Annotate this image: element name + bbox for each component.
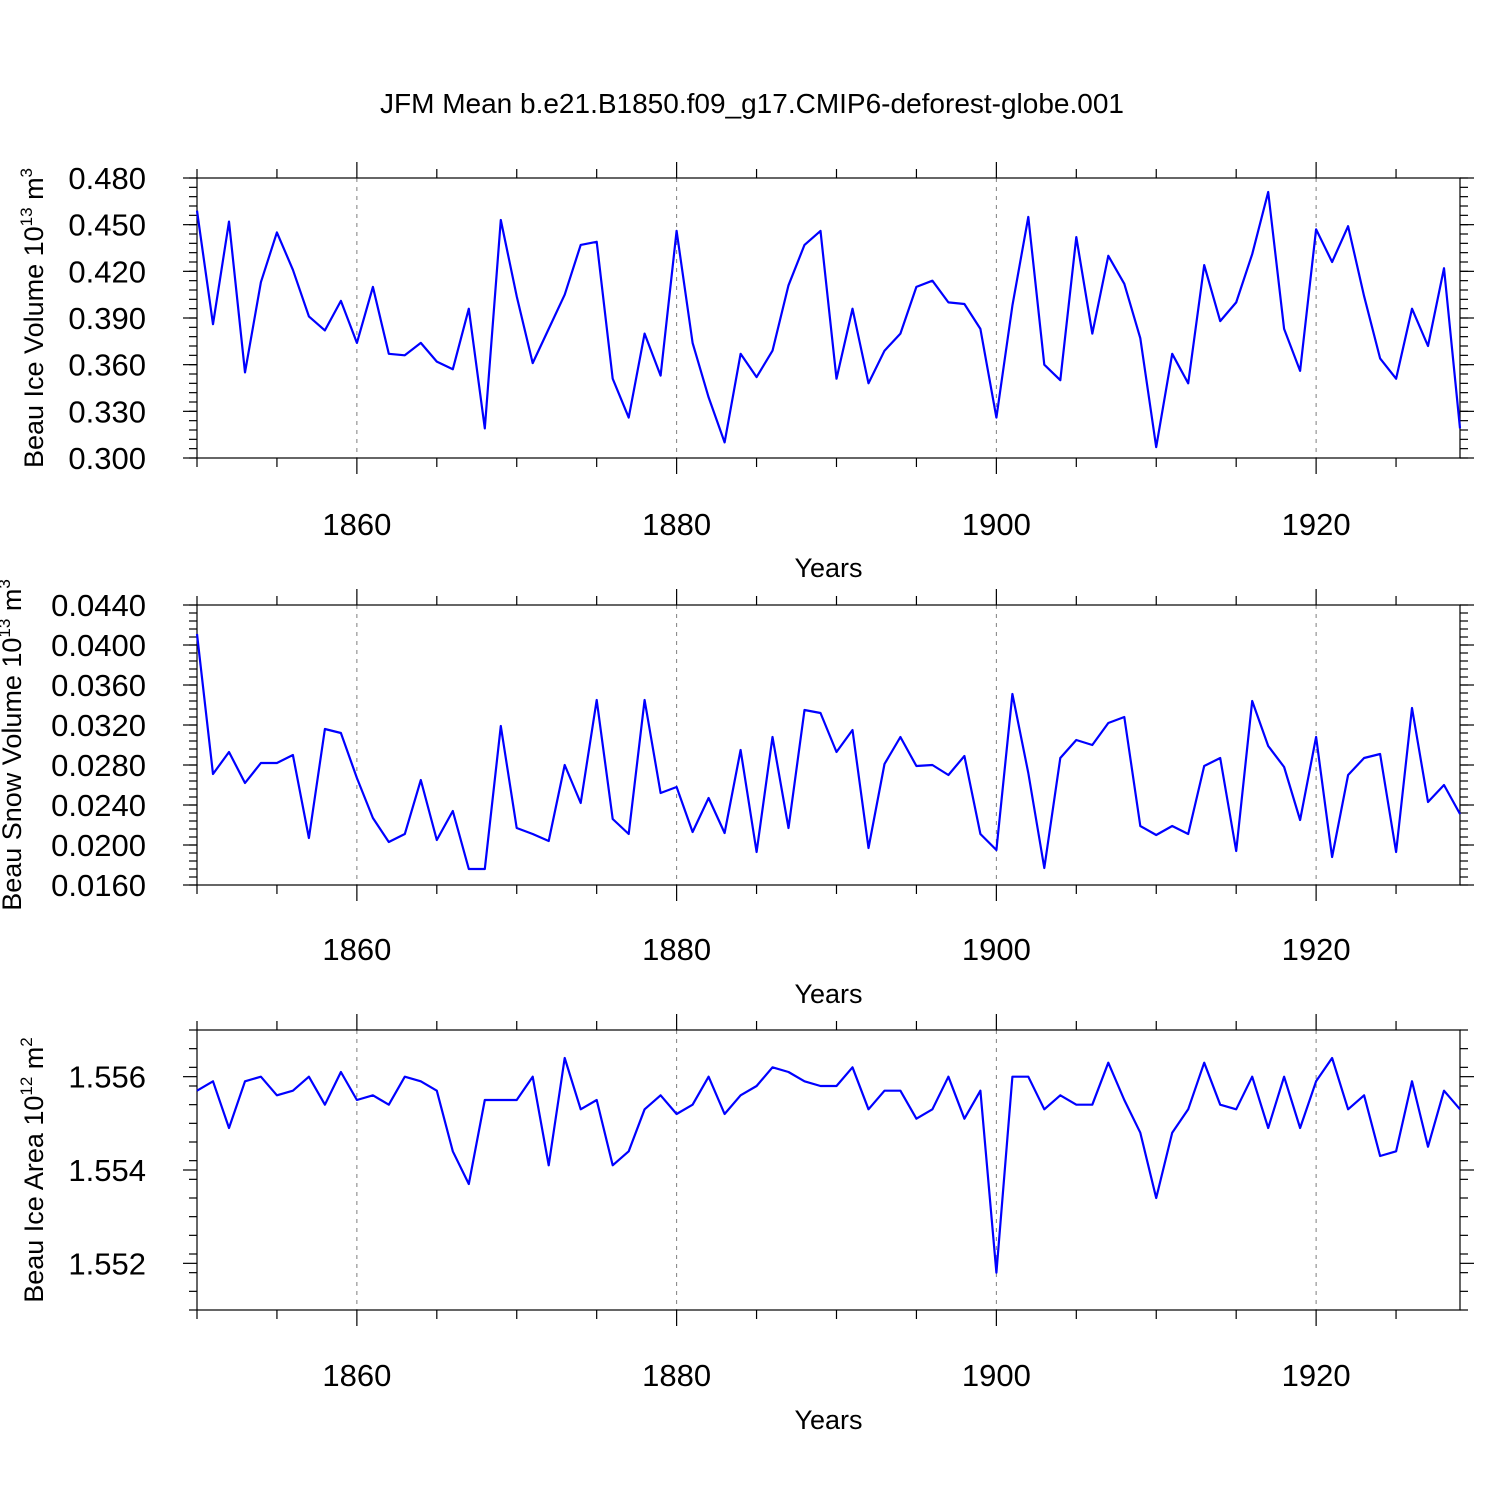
y-tick-label: 0.420 [68, 254, 146, 289]
y-tick-label: 0.0200 [51, 828, 146, 863]
panel-ice-volume: 0.300 0.330 0.360 0.390 0.420 0.450 0.480 1860 1… [17, 161, 1474, 583]
y-axis-title: Beau Snow Volume 1013 m3 [0, 579, 27, 911]
y-tick-label: 0.0440 [51, 588, 146, 623]
y-tick-label: 0.0320 [51, 708, 146, 743]
y-axis-title-exponent: 12 [17, 1077, 36, 1096]
y-axis-title: Beau Ice Volume 1013 m3 [17, 168, 49, 468]
x-tick-label-1900: 1900 [962, 1358, 1031, 1393]
y-tick-label: 0.0400 [51, 628, 146, 663]
y-tick-label: 0.480 [68, 161, 146, 196]
series-line-snow-volume [195, 633, 1461, 871]
y-axis-title-text: Beau Ice Area 10 [19, 1096, 49, 1303]
y-axis-title-unit-exponent: 3 [17, 168, 36, 177]
x-tick-label-1860: 1860 [322, 932, 391, 967]
y-tick-label: 1.554 [68, 1153, 146, 1188]
y-tick-label: 1.556 [68, 1060, 146, 1095]
y-tick-label: 0.0360 [51, 668, 146, 703]
x-axis-title: Years [794, 553, 862, 583]
x-axis-title: Years [794, 1405, 862, 1435]
panel-ice-area: 1.552 1.554 1.556 1860 1880 1900 1920 Years Beau… [17, 1014, 1474, 1435]
plot-frame [196, 604, 1461, 886]
y-axis-title-text: Beau Ice Volume 10 [19, 226, 49, 468]
y-tick-label: 0.0240 [51, 788, 146, 823]
y-axis-title-exponent: 13 [0, 619, 14, 638]
x-tick-label-1900: 1900 [962, 932, 1031, 967]
x-tick-label-1920: 1920 [1282, 932, 1351, 967]
y-tick-label: 0.330 [68, 394, 146, 429]
x-tick-label-1880: 1880 [642, 1358, 711, 1393]
y-tick-label: 0.300 [68, 441, 146, 476]
y-axis-title-unit: m [0, 589, 27, 619]
x-tick-label-1920: 1920 [1282, 1358, 1351, 1393]
plot-frame [196, 1029, 1461, 1311]
y-axis-title-unit: m [19, 1047, 49, 1077]
chart-title: JFM Mean b.e21.B1850.f09_g17.CMIP6-defor… [380, 88, 1124, 119]
x-tick-label-1920: 1920 [1282, 507, 1351, 542]
x-tick-label-1880: 1880 [642, 507, 711, 542]
series-line-ice-area [196, 1056, 1461, 1274]
panel-snow-volume: 0.0160 0.0200 0.0240 0.0280 0.0320 0.0360 0.04… [0, 579, 1474, 1009]
x-tick-label-1880: 1880 [642, 932, 711, 967]
x-tick-label-1860: 1860 [322, 1358, 391, 1393]
y-axis-title-unit-exponent: 3 [0, 579, 14, 588]
y-tick-label: 0.390 [68, 301, 146, 336]
y-axis-title-exponent: 13 [17, 207, 36, 226]
x-tick-label-1860: 1860 [322, 507, 391, 542]
y-axis-title: Beau Ice Area 1012 m2 [17, 1037, 49, 1303]
y-tick-label: 0.0280 [51, 748, 146, 783]
series-line-ice-volume [195, 190, 1462, 449]
x-axis-title: Years [794, 979, 862, 1009]
y-axis-title-text: Beau Snow Volume 10 [0, 638, 27, 911]
y-tick-label: 0.450 [68, 208, 146, 243]
y-axis-title-unit: m [19, 177, 49, 207]
y-tick-label: 0.360 [68, 348, 146, 383]
y-tick-label: 1.552 [68, 1246, 146, 1281]
x-tick-label-1900: 1900 [962, 507, 1031, 542]
y-axis-title-unit-exponent: 2 [17, 1037, 36, 1046]
y-tick-label: 0.0160 [51, 868, 146, 903]
